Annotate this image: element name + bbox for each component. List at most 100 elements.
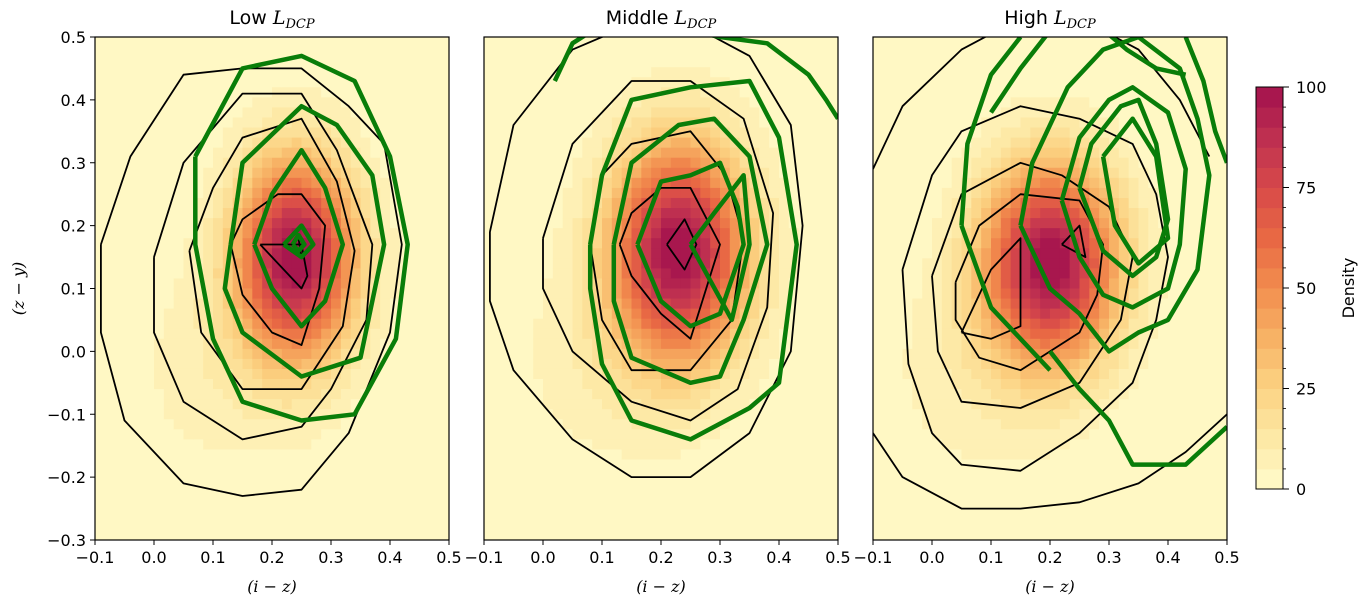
density-cell xyxy=(621,459,633,471)
density-cell xyxy=(399,238,411,249)
density-cell xyxy=(670,167,682,179)
density-cell xyxy=(552,459,564,471)
density-cell xyxy=(961,489,972,501)
density-cell xyxy=(621,97,633,109)
density-cell xyxy=(350,218,362,229)
density-cell xyxy=(1059,519,1071,531)
density-cell xyxy=(144,348,155,360)
density-cell xyxy=(380,298,391,310)
density-cell xyxy=(562,248,574,259)
density-cell xyxy=(272,338,283,350)
density-cell xyxy=(1099,177,1110,189)
density-cell xyxy=(912,187,923,199)
density-cell xyxy=(543,117,554,129)
density-cell xyxy=(419,238,430,249)
density-cell xyxy=(331,429,342,440)
density-cell xyxy=(769,389,780,400)
density-cell xyxy=(739,429,751,440)
density-cell xyxy=(1020,399,1031,410)
density-cell xyxy=(641,489,652,501)
density-cell xyxy=(690,228,701,239)
density-cell xyxy=(582,107,593,119)
density-cell xyxy=(1089,459,1100,471)
density-cell xyxy=(513,368,524,380)
density-cell xyxy=(981,157,992,169)
density-cell xyxy=(670,208,682,219)
density-cell xyxy=(661,439,672,451)
density-cell xyxy=(114,298,126,310)
density-cell xyxy=(350,258,362,269)
density-cell xyxy=(232,479,244,491)
density-cell xyxy=(602,167,613,179)
density-cell xyxy=(1099,127,1110,139)
density-cell xyxy=(213,409,224,420)
density-cell xyxy=(222,529,234,540)
density-cell xyxy=(932,47,943,58)
density-cell xyxy=(222,177,234,189)
density-cell xyxy=(144,489,155,501)
density-cell xyxy=(439,248,449,259)
density-cell xyxy=(439,529,449,540)
density-cell xyxy=(828,429,838,440)
density-cell xyxy=(213,248,224,259)
density-cell xyxy=(183,288,194,300)
density-cell xyxy=(134,449,145,461)
density-cell xyxy=(661,509,672,521)
density-cell xyxy=(690,409,701,420)
density-cell xyxy=(134,167,145,179)
density-cell xyxy=(1118,308,1130,320)
density-cell xyxy=(543,439,554,451)
density-cell xyxy=(493,308,505,320)
density-cell xyxy=(1079,57,1090,68)
density-cell xyxy=(503,308,515,320)
density-cell xyxy=(710,429,721,440)
density-cell xyxy=(961,499,972,511)
density-cell xyxy=(95,127,106,139)
density-cell xyxy=(523,127,534,139)
density-cell xyxy=(350,379,362,390)
density-cell xyxy=(321,258,332,269)
density-cell xyxy=(1109,288,1120,300)
density-cell xyxy=(1118,197,1130,209)
density-cell xyxy=(493,37,505,48)
density-cell xyxy=(710,167,721,179)
density-cell xyxy=(971,288,982,300)
density-cell xyxy=(242,167,253,179)
density-cell xyxy=(1010,77,1022,88)
density-cell xyxy=(272,509,283,521)
density-cell xyxy=(1128,37,1140,48)
density-cell xyxy=(739,278,751,290)
density-cell xyxy=(114,519,126,531)
density-cell xyxy=(543,318,554,330)
density-cell xyxy=(1079,429,1090,440)
density-cell xyxy=(272,419,283,430)
density-cell xyxy=(873,308,884,320)
density-cell xyxy=(951,529,963,540)
density-cell xyxy=(493,77,505,88)
density-cell xyxy=(543,147,554,159)
density-cell xyxy=(661,268,672,280)
density-cell xyxy=(222,399,234,410)
density-cell xyxy=(399,308,411,320)
density-cell xyxy=(439,268,449,280)
density-cell xyxy=(611,469,623,481)
density-cell xyxy=(1000,288,1012,300)
density-cell xyxy=(523,37,534,48)
density-cell xyxy=(360,37,371,48)
density-cell xyxy=(932,389,943,400)
density-cell xyxy=(951,117,963,129)
density-cell xyxy=(951,509,963,521)
density-cell xyxy=(902,409,913,420)
density-cell xyxy=(582,429,593,440)
density-cell xyxy=(134,197,145,209)
density-cell xyxy=(533,469,544,481)
density-cell xyxy=(1010,97,1022,109)
density-cell xyxy=(311,419,322,430)
density-cell xyxy=(1069,248,1081,259)
density-cell xyxy=(1050,399,1061,410)
density-cell xyxy=(631,197,642,209)
density-cell xyxy=(971,97,982,109)
density-cell xyxy=(104,87,116,98)
density-cell xyxy=(922,308,933,320)
density-cell xyxy=(193,97,204,109)
